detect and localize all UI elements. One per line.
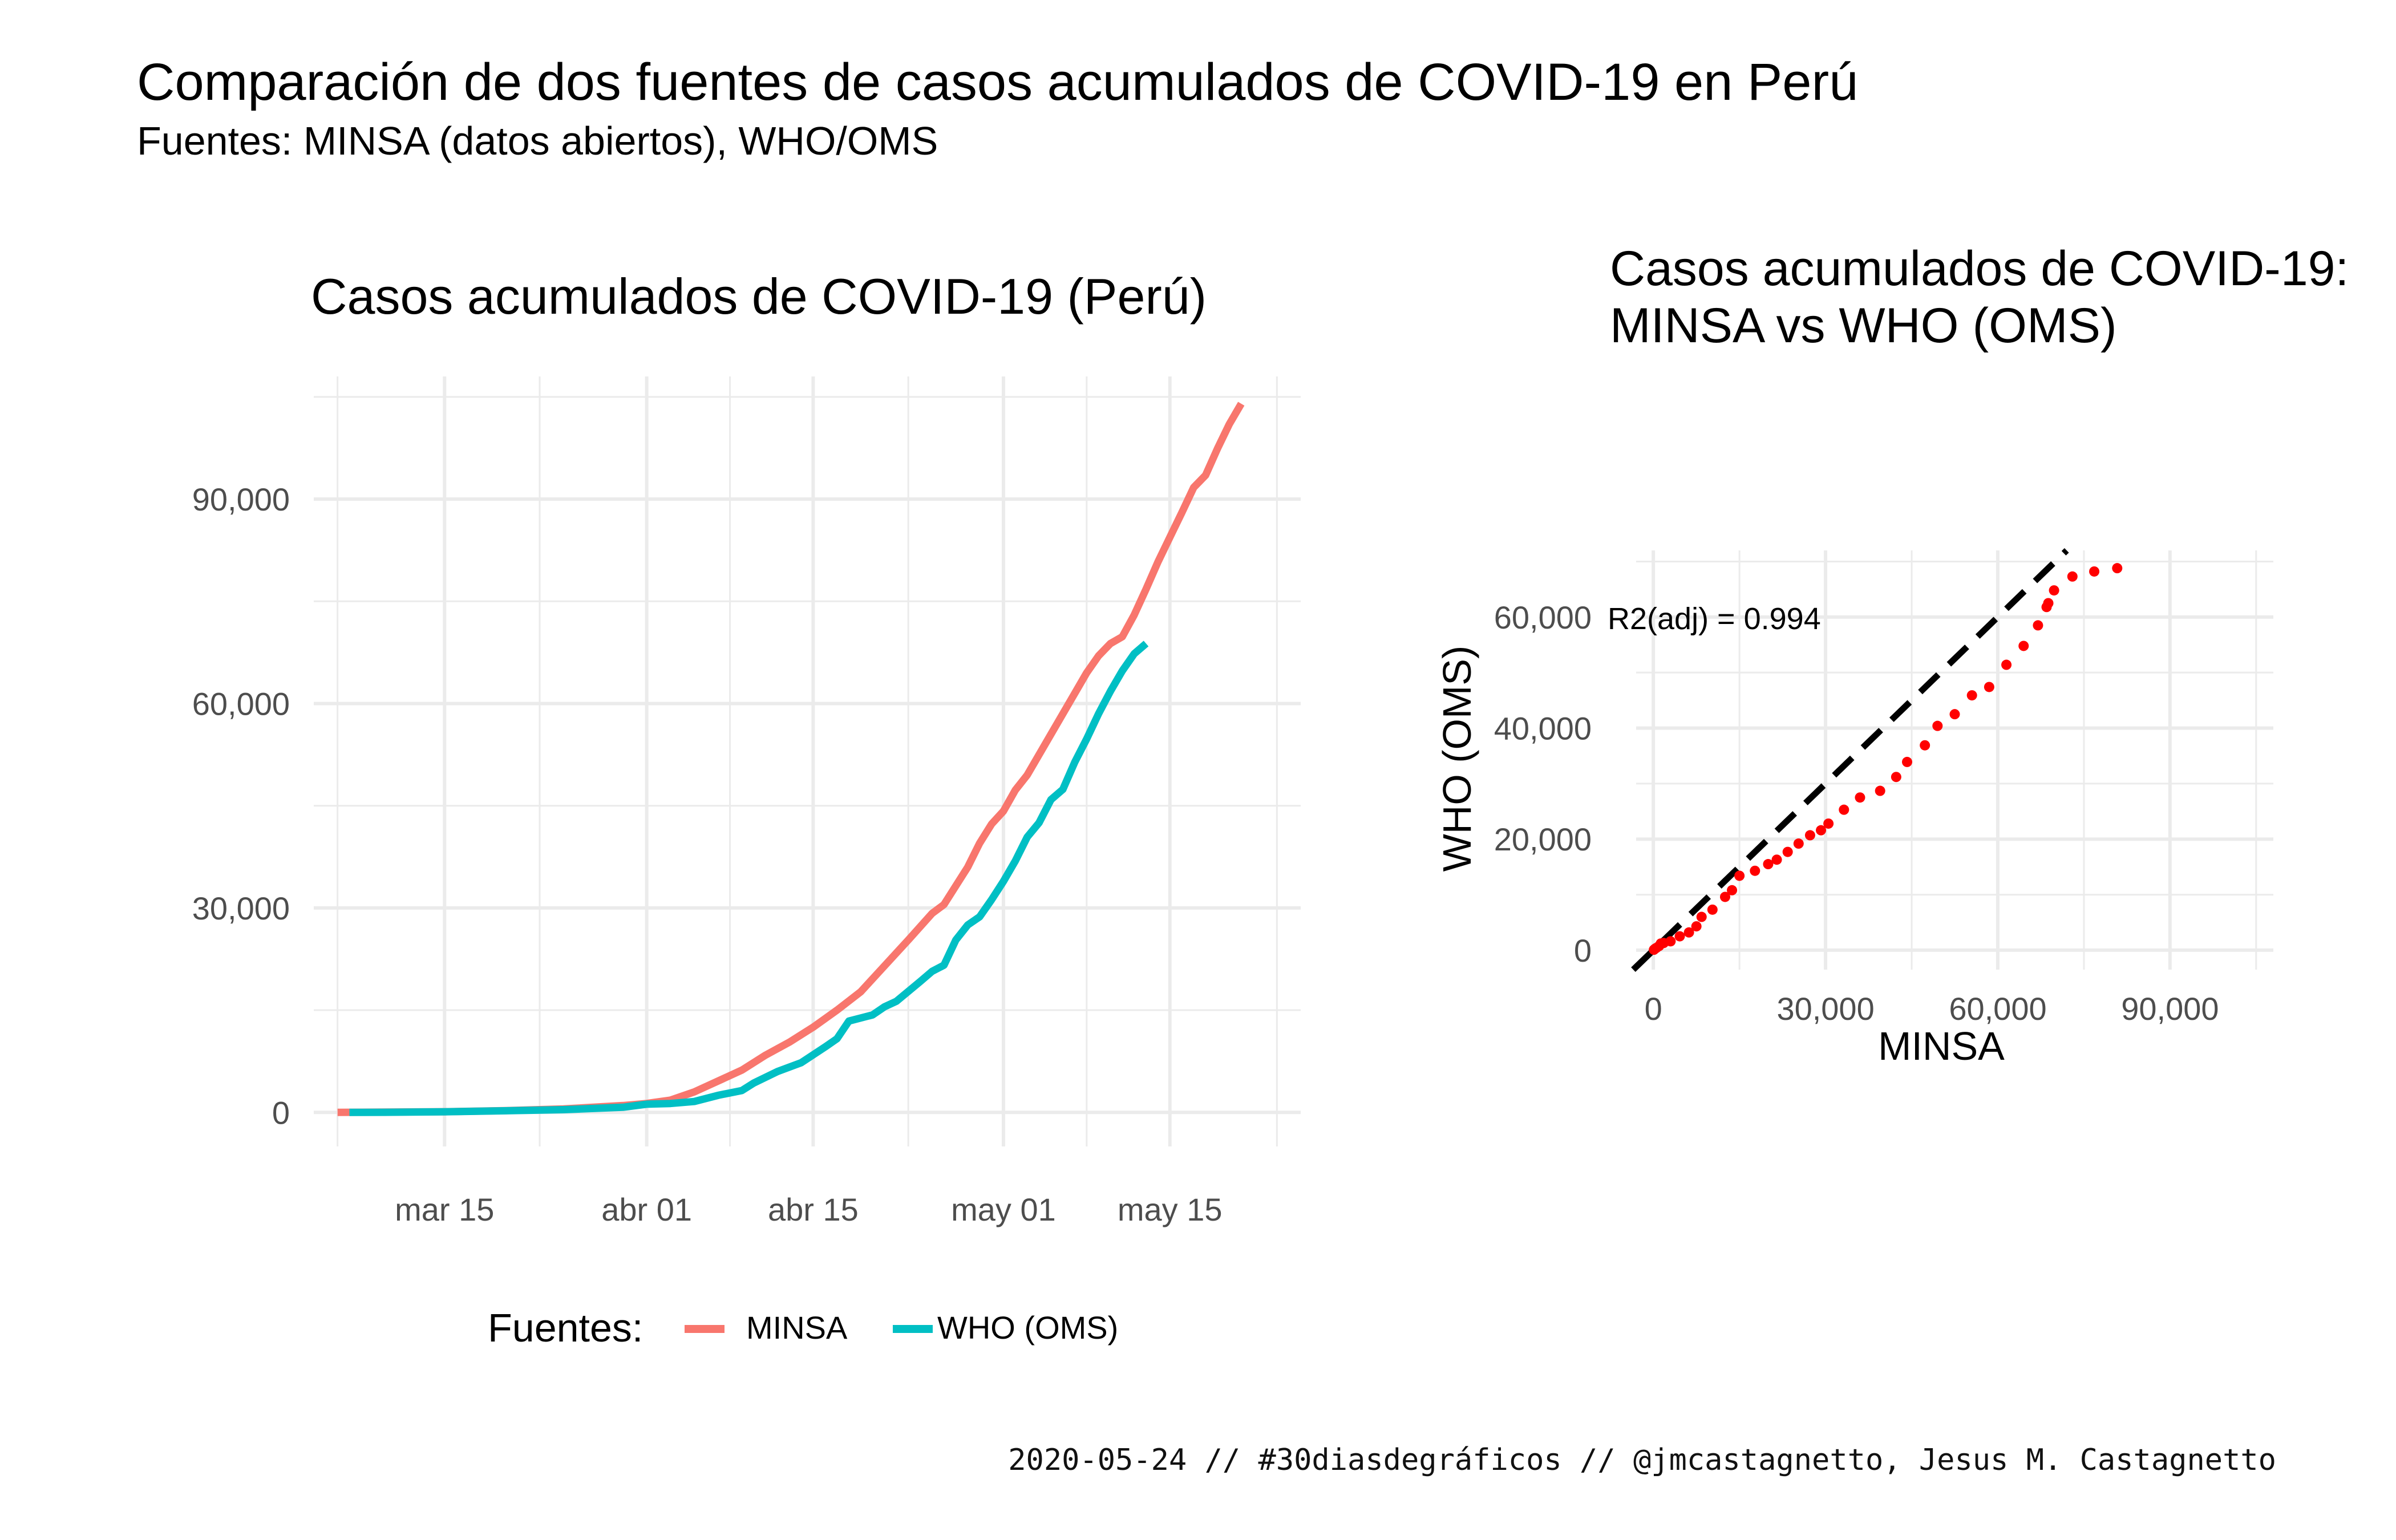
scatter-point (1683, 927, 1694, 938)
y-tick-label: 30,000 (192, 890, 290, 926)
scatter-point (1719, 891, 1730, 902)
scatter-point (1763, 859, 1774, 870)
scatter-point (1966, 690, 1977, 701)
x-tick-label: 30,000 (1776, 991, 1874, 1027)
scatter-point (1734, 870, 1745, 881)
scatter-point (1901, 756, 1912, 767)
scatter-chart-points (1649, 563, 2123, 955)
scatter-point (1804, 830, 1815, 841)
scatter-point (2112, 563, 2123, 574)
line-chart-title: Casos acumulados de COVID-19 (Perú) (311, 268, 1207, 325)
x-tick-label: 60,000 (1949, 991, 2046, 1027)
scatter-point (1707, 904, 1718, 915)
x-tick-label: 0 (1645, 991, 1662, 1027)
scatter-point (1949, 709, 1960, 720)
y-tick-label: 90,000 (192, 481, 290, 517)
scatter-point (1782, 846, 1793, 857)
scatter-point (1932, 720, 1943, 731)
y-tick-label: 40,000 (1494, 711, 1592, 747)
caption: 2020-05-24 // #30diasdegráficos // @jmca… (1008, 1443, 2276, 1477)
scatter-point (1674, 931, 1685, 942)
series-line-minsa (337, 402, 1245, 1116)
scatter-point (2018, 641, 2029, 651)
series-line-who-oms (349, 641, 1149, 1116)
line-chart-series (337, 402, 1245, 1116)
line-chart-panel: Casos acumulados de COVID-19 (Perú) 0 30,… (192, 268, 1301, 1227)
scatter-point (1696, 911, 1707, 922)
scatter-point (2049, 585, 2059, 596)
line-chart-grid (314, 376, 1301, 1146)
scatter-point (1691, 921, 1702, 932)
legend: Fuentes: MINSA WHO (OMS) (488, 1306, 1118, 1350)
scatter-point (1920, 740, 1930, 751)
scatter-point (2001, 659, 2012, 670)
scatter-x-axis-label: MINSA (1878, 1024, 2005, 1068)
x-tick-label: abr 15 (768, 1192, 859, 1227)
scatter-point (1793, 838, 1804, 849)
y-tick-label: 0 (1574, 933, 1592, 968)
scatter-chart-title-line-2: MINSA vs WHO (OMS) (1610, 298, 2117, 353)
scatter-point (1727, 885, 1738, 895)
scatter-point (1771, 854, 1782, 865)
scatter-chart-y-ticks: 0 20,000 40,000 60,000 (1494, 599, 1592, 968)
legend-title: Fuentes: (488, 1306, 643, 1350)
scatter-chart-grid (1636, 550, 2273, 970)
x-tick-label: may 01 (951, 1192, 1056, 1227)
x-tick-label: mar 15 (395, 1192, 494, 1227)
y-tick-label: 0 (272, 1095, 290, 1130)
scatter-y-axis-label: WHO (OMS) (1435, 646, 1479, 872)
legend-label-who: WHO (OMS) (937, 1310, 1118, 1346)
x-tick-label: may 15 (1118, 1192, 1223, 1227)
chart-subtitle: Fuentes: MINSA (datos abiertos), WHO/OMS (137, 119, 938, 163)
reference-line (1631, 548, 2069, 972)
scatter-point (1665, 936, 1676, 947)
scatter-point (1816, 825, 1827, 836)
chart-title: Comparación de dos fuentes de casos acum… (137, 53, 1859, 111)
line-chart-y-ticks: 0 30,000 60,000 90,000 (192, 481, 290, 1130)
scatter-point (1891, 772, 1901, 783)
scatter-point (2067, 571, 2078, 582)
scatter-point (1839, 804, 1849, 815)
scatter-point (2033, 620, 2043, 631)
y-tick-label: 20,000 (1494, 821, 1592, 857)
scatter-annotation: R2(adj) = 0.994 (1608, 602, 1821, 636)
scatter-chart-panel: Casos acumulados de COVID-19: MINSA vs W… (1435, 241, 2349, 1068)
y-tick-label: 60,000 (1494, 599, 1592, 635)
y-tick-label: 60,000 (192, 686, 290, 722)
line-chart-x-ticks: mar 15 abr 01 abr 15 may 01 may 15 (395, 1192, 1222, 1227)
scatter-point (2043, 598, 2054, 609)
scatter-chart-x-ticks: 0 30,000 60,000 90,000 (1645, 991, 2219, 1027)
scatter-point (1823, 818, 1834, 829)
scatter-chart-title-line-1: Casos acumulados de COVID-19: (1610, 241, 2349, 296)
x-tick-label: abr 01 (601, 1192, 692, 1227)
scatter-point (1875, 785, 1885, 796)
scatter-chart-reference (1631, 548, 2069, 972)
scatter-point (1855, 792, 1865, 803)
x-tick-label: 90,000 (2121, 991, 2219, 1027)
scatter-point (1984, 682, 1994, 692)
scatter-point (1750, 865, 1760, 876)
legend-label-minsa: MINSA (746, 1310, 848, 1346)
scatter-point (2089, 566, 2100, 577)
